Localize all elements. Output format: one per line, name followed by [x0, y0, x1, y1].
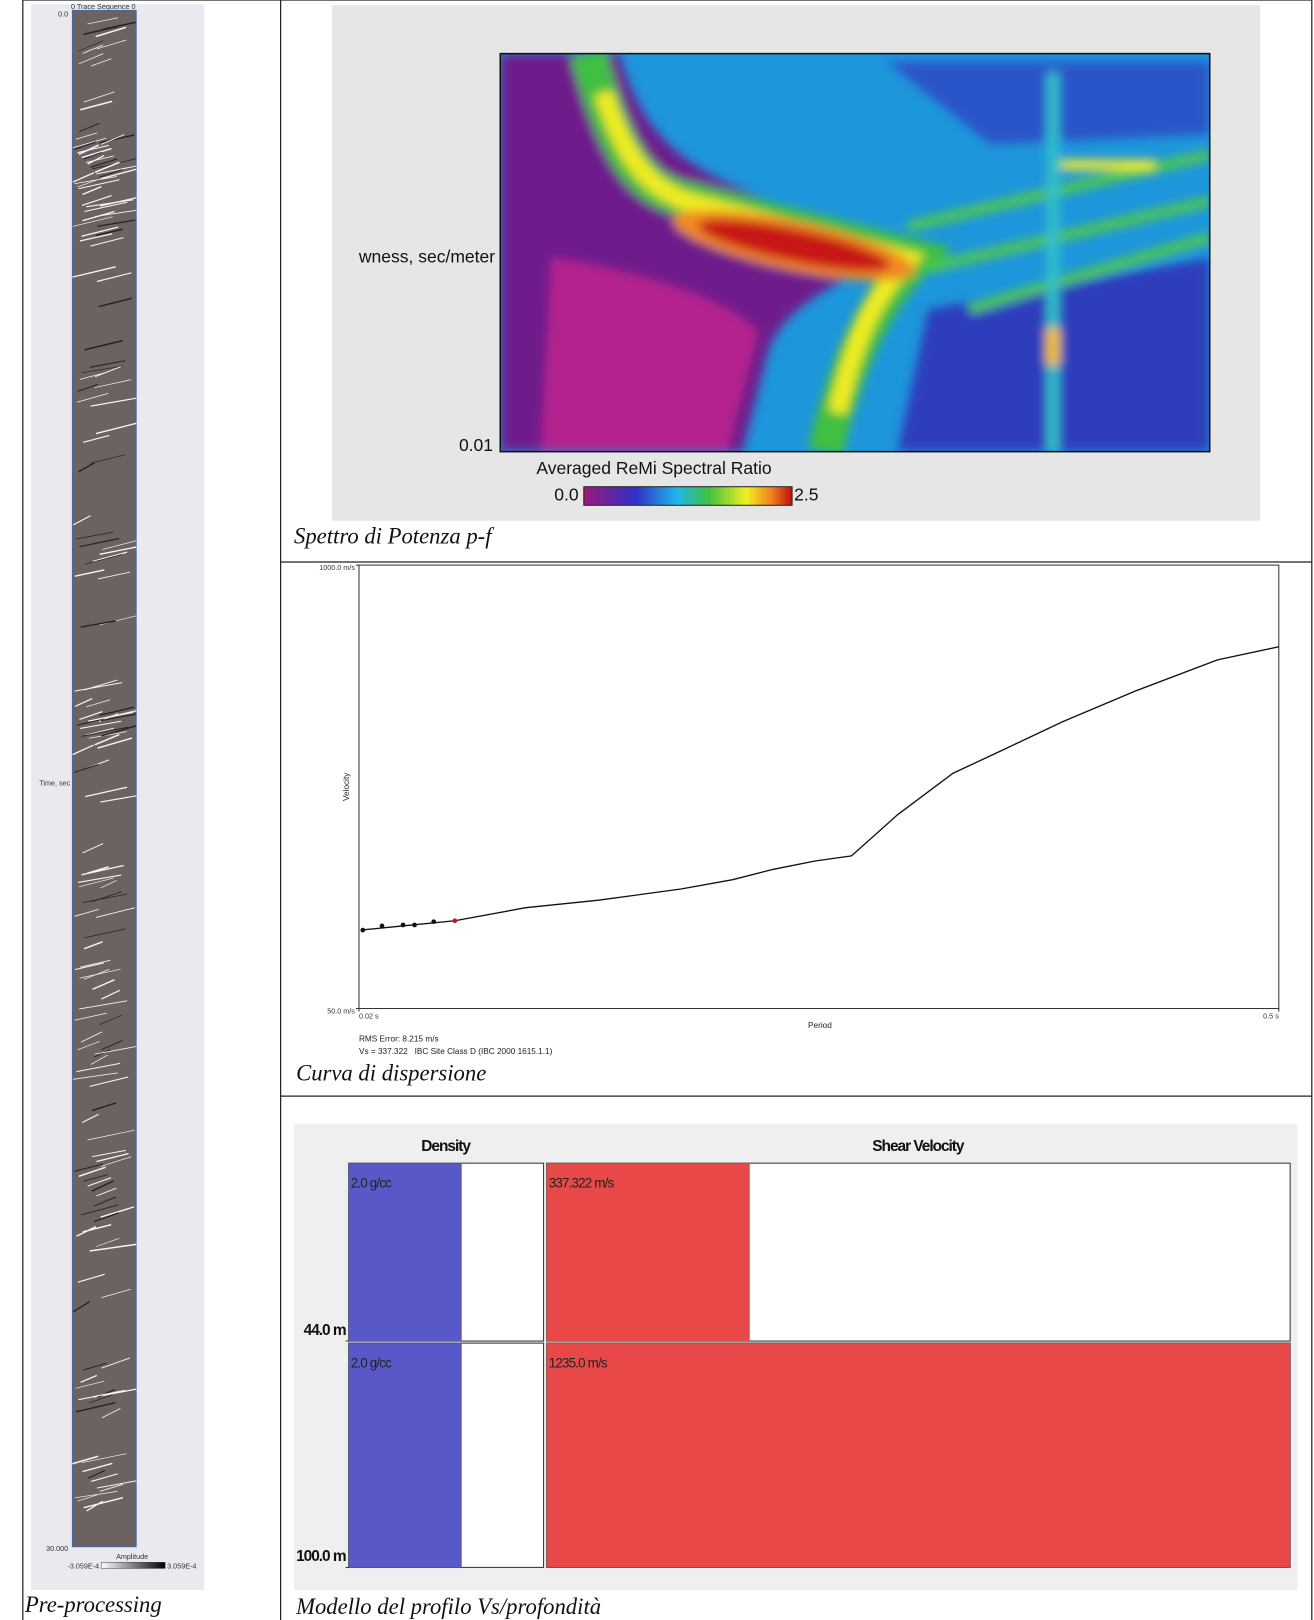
- time-end: 30.000: [46, 1544, 68, 1553]
- amplitude-label: Amplitude: [116, 1552, 148, 1561]
- pick-point: [412, 923, 417, 928]
- time-start: 0.0: [58, 9, 68, 18]
- density-label: 2.0 g/cc: [351, 1175, 392, 1190]
- report-page: 0 Trace Sequence 0 0.0 Time, sec 30.000 …: [0, 0, 1314, 1620]
- trace-label: 0 Trace Sequence 0: [71, 2, 135, 11]
- velocity-label: 337.322 m/s: [549, 1175, 615, 1190]
- heatmap-streak: [1062, 160, 1155, 170]
- x-tick-label: 0.5 s: [1263, 1012, 1279, 1021]
- y-tick-label: 50.0 m/s: [327, 1007, 355, 1016]
- pick-point: [452, 918, 457, 923]
- site-class: Vs = 337.322 IBC Site Class D (IBC 2000 …: [359, 1047, 553, 1056]
- pick-point: [431, 919, 436, 924]
- page: ReMi report page { "pre_processing": { "…: [0, 0, 1314, 1620]
- spectrum-y-label: wness, sec/meter: [358, 246, 495, 266]
- amplitude-max: 3.059E-4: [167, 1561, 196, 1570]
- x-tick-label: 0.02 s: [359, 1012, 379, 1021]
- colorbar-min: 0.0: [554, 485, 579, 505]
- density-header: Density: [421, 1138, 471, 1155]
- pick-point: [401, 923, 406, 928]
- density-bar: [349, 1343, 462, 1567]
- colorbar-max: 2.5: [794, 485, 818, 505]
- caption: Pre-processing: [24, 1592, 162, 1617]
- depth-label: 44.0 m: [304, 1322, 346, 1339]
- dispersion-plot-area: [359, 565, 1279, 1008]
- heatmap: [500, 54, 1209, 452]
- pick-point: [360, 928, 365, 933]
- velocity-bar: [547, 1343, 1290, 1567]
- caption: Curva di dispersione: [296, 1061, 486, 1086]
- amplitude-colorbar: [101, 1562, 165, 1568]
- dispersion-y-label: Velocity: [342, 772, 351, 801]
- colorbar-title: Averaged ReMi Spectral Ratio: [536, 458, 771, 478]
- profile-layers: 2.0 g/cc 337.322 m/s 44.0 m 2.0 g/cc 1235.0 …: [296, 1163, 1290, 1567]
- heatmap-stripe: [1046, 328, 1060, 365]
- caption: Modello del profilo Vs/profondità: [295, 1594, 601, 1619]
- rms-error: RMS Error: 8.215 m/s: [359, 1035, 439, 1044]
- density-label: 2.0 g/cc: [351, 1355, 392, 1370]
- depth-label: 100.0 m: [296, 1548, 346, 1565]
- colorbar: [584, 487, 792, 506]
- body: 0 Trace Sequence 0 0.0 Time, sec 30.000 …: [0, 0, 1314, 1620]
- velocity-label: 1235.0 m/s: [549, 1355, 608, 1370]
- dispersion-x-label: Period: [808, 1021, 832, 1030]
- pick-point: [380, 924, 385, 929]
- amplitude-min: -3.059E-4: [67, 1561, 99, 1570]
- heatmap-stripe: [1047, 72, 1059, 451]
- caption: Spettro di Potenza p-f: [294, 523, 494, 548]
- y-tick-label: 1000.0 m/s: [319, 563, 355, 572]
- velocity-header: Shear Velocity: [872, 1138, 965, 1155]
- spectrum-y-tick: 0.01: [459, 435, 493, 455]
- time-label: Time, sec: [39, 779, 70, 788]
